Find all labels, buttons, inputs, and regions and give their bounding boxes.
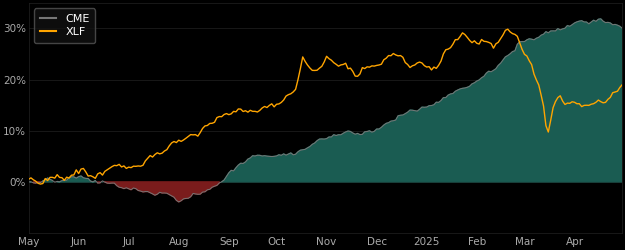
Legend: CME, XLF: CME, XLF <box>34 8 95 43</box>
